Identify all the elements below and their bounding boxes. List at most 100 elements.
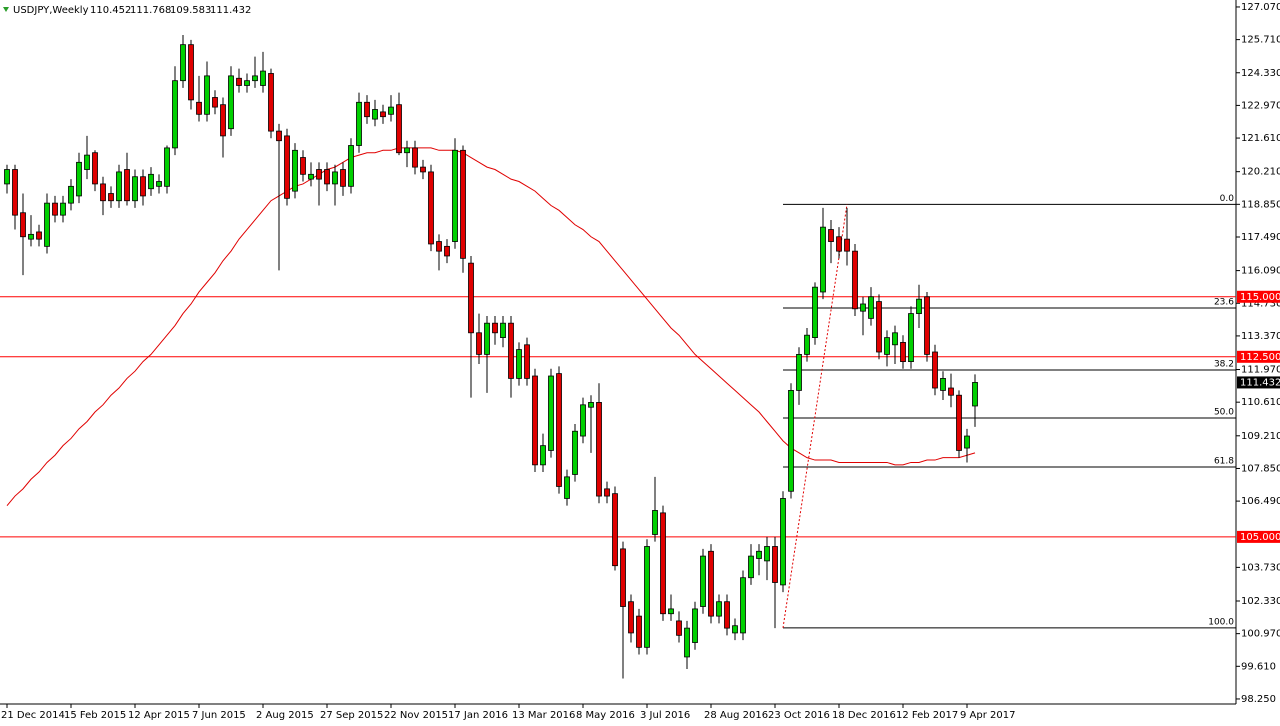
x-tick-label: 2 Aug 2015 (256, 710, 314, 721)
candle-body (892, 332, 898, 346)
candle-body (468, 262, 474, 334)
candle-body (28, 233, 34, 240)
x-tick-label: 28 Aug 2016 (704, 710, 768, 721)
candle-body (340, 169, 346, 187)
candle-body (396, 104, 402, 154)
candle-body (556, 373, 562, 487)
last-price-box (1237, 376, 1280, 389)
y-tick-label: 127.070 (1241, 2, 1280, 13)
level-label: 115.000 (1240, 292, 1280, 303)
candle-body (788, 390, 794, 492)
candle-body (180, 44, 186, 82)
x-tick-label: 15 Feb 2015 (64, 710, 126, 721)
fib-label: 50.0 (1214, 408, 1234, 418)
y-tick-label: 109.210 (1241, 431, 1280, 442)
x-tick-label: 7 Jun 2015 (192, 710, 246, 721)
candle-body (92, 152, 98, 185)
candle-body (244, 80, 250, 86)
candle-body (156, 181, 162, 187)
candle-body (652, 510, 658, 535)
candle-body (300, 157, 306, 175)
candle-body (108, 193, 114, 202)
candle-body (964, 435, 970, 449)
x-tick-label: 13 Mar 2016 (512, 710, 575, 721)
candle-body (140, 176, 146, 197)
candle-body (436, 241, 442, 252)
level-label-box (1237, 290, 1280, 303)
candle-body (868, 296, 874, 319)
y-tick-label: 106.490 (1241, 496, 1280, 507)
y-tick-label: 122.970 (1241, 100, 1280, 111)
candle-body (220, 104, 226, 137)
candle-body (532, 375, 538, 466)
x-tick-label: 23 Oct 2016 (768, 710, 830, 721)
chart-title: USDJPY,Weekly (13, 5, 89, 16)
candle-body (132, 176, 138, 202)
candle-body (20, 212, 26, 238)
candle-body (764, 546, 770, 562)
candle-body (12, 169, 18, 216)
candle-body (644, 546, 650, 648)
y-tick-label: 114.730 (1241, 298, 1280, 309)
candle-body (932, 351, 938, 389)
candle-body (76, 161, 82, 197)
x-tick-label: 12 Feb 2017 (896, 710, 958, 721)
candle-body (692, 608, 698, 643)
x-tick-label: 21 Dec 2014 (1, 710, 65, 721)
candle-body (412, 147, 418, 168)
candle-body (364, 101, 370, 118)
candle-body (380, 111, 386, 118)
y-tick-label: 102.330 (1241, 596, 1280, 607)
candle-body (36, 231, 42, 240)
candle-body (700, 555, 706, 607)
x-tick-label: 3 Jul 2016 (640, 710, 690, 721)
candle-body (428, 171, 434, 245)
candle-body (732, 625, 738, 634)
candle-body (148, 173, 154, 190)
candle-body (548, 375, 554, 451)
y-tick-label: 98.250 (1241, 694, 1276, 705)
candle-body (508, 322, 514, 379)
candle-body (828, 229, 834, 242)
candle-body (596, 402, 602, 497)
candle-body (852, 250, 858, 310)
candle-body (388, 106, 394, 115)
candle-body (292, 149, 298, 192)
candle-body (276, 130, 282, 142)
candle-body (196, 101, 202, 115)
y-tick-label: 124.330 (1241, 68, 1280, 79)
candle-body (172, 80, 178, 149)
candle-body (684, 627, 690, 658)
fib-trendline (782, 204, 848, 628)
candle-body (740, 577, 746, 634)
candle-body (900, 341, 906, 363)
y-tick-label: 99.610 (1241, 661, 1276, 672)
candle-body (884, 337, 890, 355)
y-tick-label: 110.610 (1241, 397, 1280, 408)
candle-body (836, 236, 842, 252)
candle-body (628, 601, 634, 634)
candle-body (500, 322, 506, 338)
x-tick-label: 9 Apr 2017 (960, 710, 1015, 721)
candle-body (924, 296, 930, 355)
level-label-box (1237, 350, 1280, 363)
y-tick-label: 120.210 (1241, 167, 1280, 178)
candle-body (756, 550, 762, 559)
candle-body (116, 171, 122, 202)
y-tick-label: 111.970 (1241, 365, 1280, 376)
candle-body (188, 44, 194, 101)
candle-body (452, 149, 458, 242)
x-tick-label: 18 Dec 2016 (832, 710, 896, 721)
candle-body (908, 313, 914, 363)
candle-body (372, 109, 378, 120)
candle-body (260, 70, 266, 86)
candle-body (948, 387, 954, 396)
level-label-box (1237, 530, 1280, 543)
header-open: 110.452 (90, 5, 131, 16)
candle-body (780, 498, 786, 586)
level-label: 105.000 (1240, 532, 1280, 543)
candle-body (844, 238, 850, 252)
candle-body (308, 173, 314, 180)
y-tick-label: 118.850 (1241, 199, 1280, 210)
